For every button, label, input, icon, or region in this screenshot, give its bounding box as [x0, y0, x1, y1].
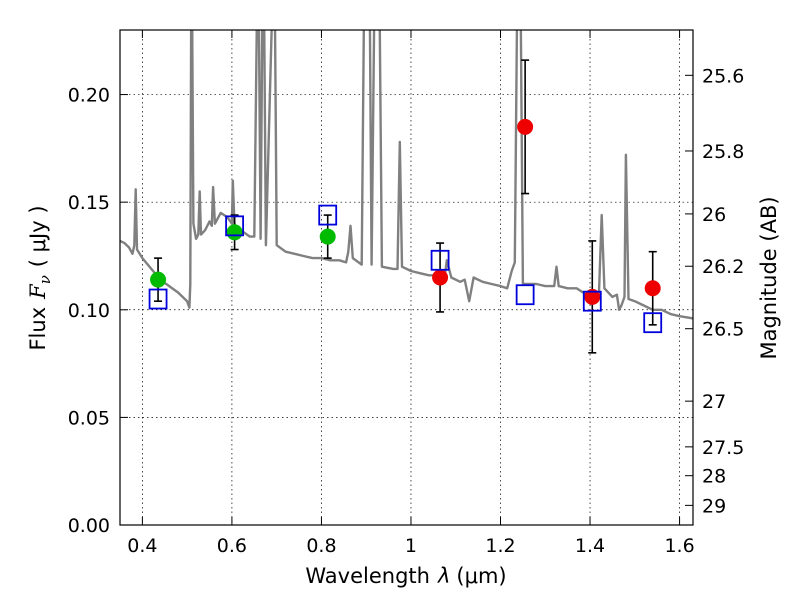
plot-frame	[119, 29, 694, 526]
right-tick-label: 27	[702, 391, 726, 413]
model-photometry-square	[430, 249, 450, 271]
photometry-point	[432, 269, 449, 286]
y-axis-title: Flux Fν ( μJy )	[26, 205, 54, 350]
y-tick-label: 0.10	[68, 300, 110, 322]
model-photometry-square	[148, 288, 168, 310]
y-axis-title-main: Flux	[26, 307, 50, 351]
x-tick-label: 0.8	[306, 535, 336, 557]
x-tick-label: 1.2	[485, 535, 515, 557]
y-axis-title-unit: ( μJy )	[26, 205, 50, 267]
photometry-point	[517, 118, 534, 135]
photometry-point	[226, 224, 243, 241]
photometry-point	[644, 280, 661, 297]
right-tick-label: 27.5	[702, 437, 744, 459]
model-photometry-square	[582, 290, 602, 312]
right-tick-label: 25.8	[702, 141, 744, 163]
right-tick-label: 28	[702, 466, 726, 488]
x-axis-title-lambda: λ	[437, 564, 450, 588]
y-axis-title-subscript: ν	[36, 275, 54, 284]
right-tick-label: 26.2	[702, 256, 744, 278]
x-axis-title-unit: (μm)	[456, 564, 506, 588]
x-tick-label: 0.4	[127, 535, 157, 557]
photometry-point	[319, 228, 336, 245]
model-photometry-square	[515, 284, 535, 306]
right-tick-label: 26	[702, 204, 726, 226]
x-tick-label: 1.4	[575, 535, 605, 557]
x-tick-label: 0.6	[217, 535, 247, 557]
model-photometry-square	[318, 204, 338, 226]
x-tick-label: 1.6	[664, 535, 694, 557]
model-photometry-square	[643, 312, 663, 334]
y-tick-label: 0.00	[68, 515, 110, 537]
right-axis-title: Magnitude (AB)	[757, 196, 781, 359]
axis-ticks: 0.4 0.6 0.8 1 1.2 1.4 1.6 0.00 0.05 0.10 0.15 0.20 2…	[68, 30, 744, 557]
right-tick-label: 29	[702, 495, 726, 517]
right-tick-label: 25.6	[702, 65, 744, 87]
plot-background	[120, 30, 693, 525]
photometry-point	[584, 288, 601, 305]
x-axis-title: Wavelength λ (μm)	[305, 564, 506, 588]
right-tick-label: 26.5	[702, 319, 744, 341]
y-tick-label: 0.20	[68, 85, 110, 107]
x-axis-title-main: Wavelength	[305, 564, 430, 588]
y-tick-label: 0.05	[68, 407, 110, 429]
y-tick-label: 0.15	[68, 192, 110, 214]
photometry-point	[150, 271, 167, 288]
model-photometry-square	[225, 215, 245, 237]
data-markers	[148, 59, 663, 354]
y-axis-title-symbol: F	[26, 283, 50, 300]
x-tick-label: 1	[405, 535, 417, 557]
